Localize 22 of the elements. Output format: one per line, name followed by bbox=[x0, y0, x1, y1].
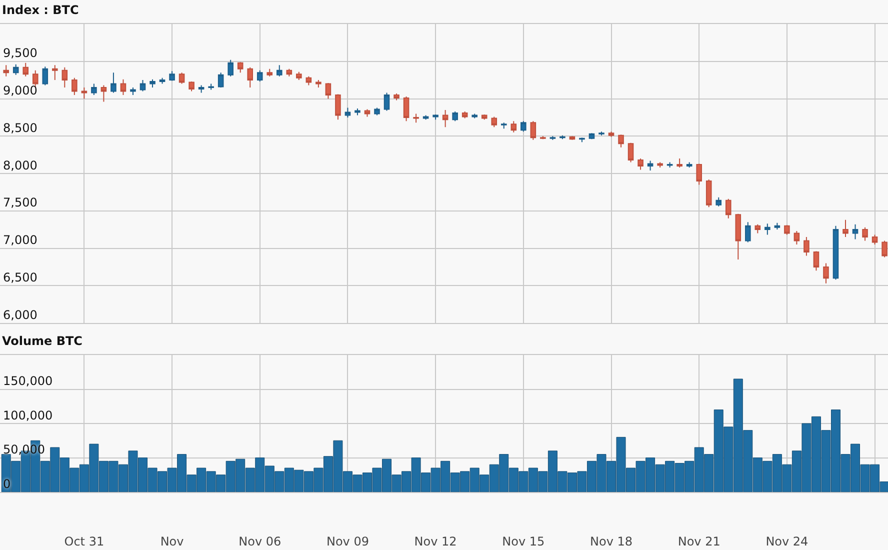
x-tick-label: Oct 31 bbox=[64, 534, 104, 548]
y-tick-label: 150,000 bbox=[3, 374, 53, 388]
x-tick-label: Nov 24 bbox=[766, 534, 808, 548]
x-tick-label: Nov 15 bbox=[502, 534, 545, 548]
x-tick-label: Nov 21 bbox=[678, 534, 720, 548]
y-tick-label: 8,000 bbox=[3, 158, 38, 172]
x-tick-label: Nov bbox=[160, 534, 184, 548]
y-tick-label: 100,000 bbox=[3, 408, 53, 422]
x-tick-label: Nov 12 bbox=[414, 534, 457, 548]
y-tick-label: 0 bbox=[3, 476, 11, 491]
chart-title: Index : BTC bbox=[2, 3, 79, 17]
x-tick-label: Nov 06 bbox=[238, 534, 282, 548]
y-tick-label: 9,000 bbox=[3, 84, 38, 98]
x-tick-label: Nov 09 bbox=[326, 534, 369, 548]
y-tick-label: 8,500 bbox=[3, 120, 38, 135]
y-tick-label: 7,000 bbox=[3, 233, 38, 248]
y-tick-label: 7,500 bbox=[3, 196, 38, 210]
chart-title: Volume BTC bbox=[2, 334, 83, 348]
x-tick-label: Nov 18 bbox=[590, 534, 633, 548]
y-tick-label: 6,500 bbox=[3, 270, 38, 284]
y-tick-label: 9,500 bbox=[3, 46, 38, 60]
y-tick-label: 6,000 bbox=[3, 308, 38, 322]
